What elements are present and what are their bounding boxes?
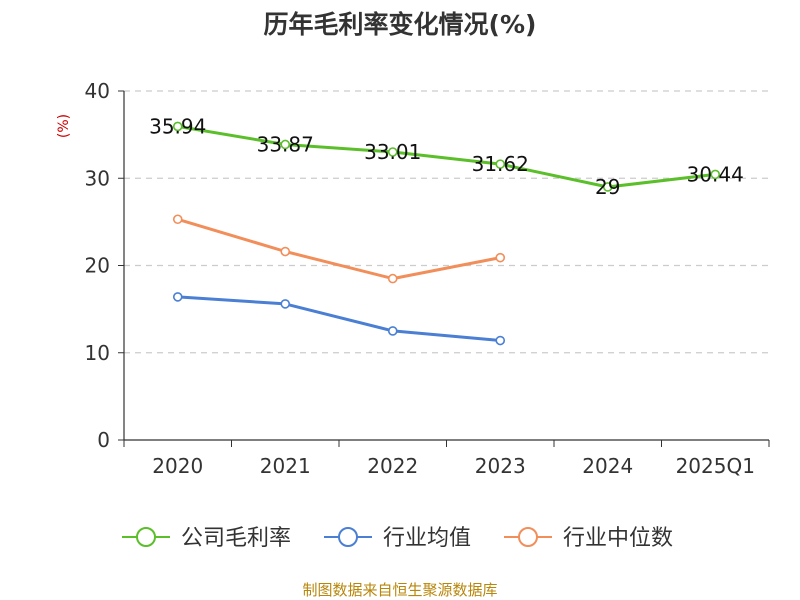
- y-tick-label-10: 10: [85, 341, 110, 365]
- data-label-company-2020: 35.94: [149, 114, 206, 138]
- point-industry-mean-2020: [172, 292, 183, 302]
- point-company-2024: [602, 182, 613, 192]
- legend-label-industry-mean: 行业均值: [383, 526, 471, 551]
- legend-marker-industry-mean: [338, 527, 358, 547]
- y-tick-label-30: 30: [85, 166, 110, 190]
- y-tick-label-20: 20: [85, 254, 110, 278]
- data-label-company-2021: 33.87: [257, 132, 314, 156]
- legend-item-industry-mean[interactable]: 行业均值: [324, 526, 471, 551]
- data-label-company-2024: 29: [595, 175, 620, 199]
- point-industry-median-2023: [495, 252, 506, 263]
- axes: 0 10 20 30 40 2020 2021 2022 2023 2024 2025Q1: [85, 79, 770, 478]
- point-industry-mean-2021: [280, 299, 291, 309]
- legend: 公司毛利率 行业均值 行业中位数: [122, 526, 673, 551]
- data-label-company-2023: 31.62: [472, 152, 529, 176]
- series-line-company: [177, 124, 716, 189]
- series-line-industry-median: [177, 217, 501, 281]
- grid-lines: [124, 90, 769, 354]
- series-lines: [172, 121, 721, 346]
- point-company-2020: [172, 121, 183, 132]
- point-company-2025Q1: [710, 169, 721, 180]
- data-label-company-2022: 33.01: [364, 140, 421, 164]
- legend-label-company: 公司毛利率: [181, 526, 291, 551]
- point-company-2023: [495, 159, 506, 169]
- x-tick-label-2025Q1: 2025Q1: [676, 454, 755, 478]
- source-note: 制图数据来自恒生聚源数据库: [302, 581, 497, 599]
- legend-marker-company: [136, 527, 156, 547]
- legend-item-company[interactable]: 公司毛利率: [122, 526, 291, 551]
- point-industry-median-2022: [387, 273, 398, 284]
- y-axis-label: (%): [56, 114, 72, 138]
- point-company-2022: [387, 147, 398, 157]
- point-industry-mean-2022: [387, 326, 398, 336]
- y-tick-label-40: 40: [85, 79, 110, 103]
- point-industry-median-2020: [172, 214, 183, 225]
- y-tick-label-0: 0: [97, 428, 110, 452]
- x-tick-label-2023: 2023: [475, 454, 526, 478]
- point-industry-median-2021: [280, 246, 291, 257]
- chart-title: 历年毛利率变化情况(%): [264, 10, 537, 39]
- point-industry-mean-2023: [495, 335, 506, 346]
- point-company-2021: [280, 139, 291, 150]
- legend-label-industry-median: 行业中位数: [563, 526, 673, 551]
- x-tick-label-2022: 2022: [367, 454, 418, 478]
- data-label-company-2025Q1: 30.44: [687, 162, 744, 186]
- x-tick-label-2024: 2024: [582, 454, 633, 478]
- x-tick-label-2020: 2020: [152, 454, 203, 478]
- series-line-industry-mean: [177, 295, 501, 342]
- legend-marker-industry-median: [518, 527, 538, 547]
- x-tick-label-2021: 2021: [260, 454, 311, 478]
- legend-item-industry-median[interactable]: 行业中位数: [504, 526, 673, 551]
- data-labels: 35.94 33.87 33.01 31.62 29 30.44: [149, 114, 744, 199]
